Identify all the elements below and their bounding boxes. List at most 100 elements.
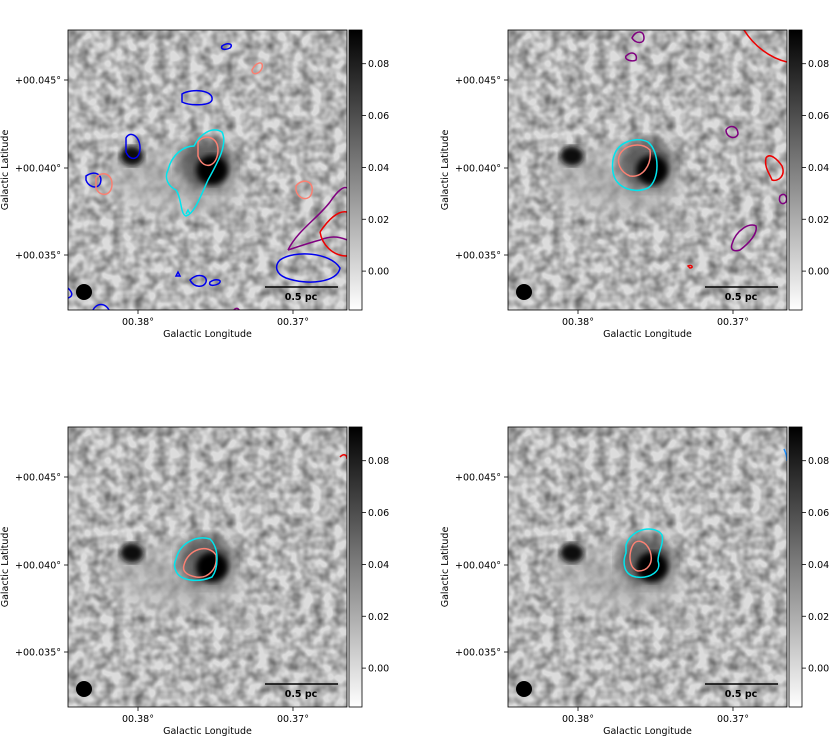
contour-0 bbox=[631, 31, 645, 44]
contour-2 bbox=[725, 125, 739, 139]
contour-10 bbox=[251, 62, 264, 75]
contour-12 bbox=[295, 180, 313, 200]
colorbar-gradient bbox=[788, 426, 803, 708]
x-axis-label: Galactic Longitude bbox=[163, 726, 252, 737]
y-axis-label: Galactic Latitude bbox=[0, 130, 11, 211]
contour-2 bbox=[125, 133, 141, 160]
colorbar-tick-label: 0.06 bbox=[808, 111, 829, 122]
x-tick-label: 00.37° bbox=[277, 317, 309, 328]
contour-7 bbox=[68, 287, 73, 299]
colorbar-tick-label: 0.04 bbox=[808, 163, 829, 174]
beam-marker bbox=[76, 284, 92, 300]
contour-4 bbox=[275, 253, 341, 283]
colorbar-gradient bbox=[348, 29, 363, 311]
y-tick-label: +00.045° bbox=[15, 76, 61, 87]
contour-14 bbox=[165, 129, 225, 217]
colorbar: 0.08 0.06 0.04 0.02 0.00 bbox=[348, 29, 389, 311]
panel-top-right: 0.5 pc +00.045° +00.040° +00.035° 00.38° 00.3… bbox=[440, 29, 829, 340]
colorbar-tick-label: 0.02 bbox=[808, 215, 829, 226]
x-tick-label: 00.38° bbox=[122, 317, 154, 328]
y-tick-label: +00.040° bbox=[15, 164, 61, 175]
x-tick-label: 00.38° bbox=[122, 714, 154, 725]
colorbar-tick-label: 0.00 bbox=[368, 664, 389, 675]
colorbar-tick-label: 0.02 bbox=[368, 612, 389, 623]
contour-1 bbox=[220, 43, 233, 51]
beam-marker bbox=[76, 681, 92, 697]
contour-1 bbox=[629, 540, 652, 572]
colorbar-tick-label: 0.08 bbox=[808, 456, 829, 467]
colorbar-tick-label: 0.08 bbox=[368, 59, 389, 70]
main-source bbox=[196, 552, 228, 582]
contour-2 bbox=[173, 537, 218, 582]
contour-5 bbox=[189, 274, 207, 287]
contour-6 bbox=[208, 279, 221, 287]
scalebar-label: 0.5 pc bbox=[725, 292, 758, 303]
contour-8 bbox=[617, 144, 651, 177]
y-tick-label: +00.035° bbox=[455, 648, 501, 659]
x-tick-label: 00.37° bbox=[277, 714, 309, 725]
colorbar-tick-label: 0.08 bbox=[808, 59, 829, 70]
secondary-source bbox=[120, 543, 144, 563]
contour-4 bbox=[778, 193, 787, 205]
colorbar-gradient bbox=[348, 426, 363, 708]
x-tick-label: 00.38° bbox=[562, 317, 594, 328]
colorbar-tick-label: 0.06 bbox=[368, 508, 389, 519]
y-axis-label: Galactic Latitude bbox=[440, 527, 451, 608]
panel-bottom-left: 0.5 pc +00.045° +00.040° +00.035° 00.38° 00.3… bbox=[0, 426, 389, 737]
main-source bbox=[636, 552, 668, 582]
panel-frame bbox=[507, 29, 788, 311]
scalebar-label: 0.5 pc bbox=[285, 689, 318, 700]
x-axis-label: Galactic Longitude bbox=[603, 329, 692, 340]
y-tick-label: +00.045° bbox=[455, 76, 501, 87]
contour-20 bbox=[319, 231, 347, 257]
contour-17 bbox=[287, 236, 347, 251]
colorbar-tick-label: 0.04 bbox=[808, 560, 829, 571]
colorbar: 0.08 0.06 0.04 0.02 0.00 bbox=[788, 426, 829, 708]
colorbar-tick-label: 0.02 bbox=[368, 215, 389, 226]
contour-0 bbox=[181, 89, 213, 106]
colorbar: 0.08 0.06 0.04 0.02 0.00 bbox=[788, 29, 829, 311]
y-tick-label: +00.045° bbox=[15, 473, 61, 484]
panel-bottom-right: 0.5 pc +00.045° +00.040° +00.035° 00.38° 00.3… bbox=[440, 426, 829, 737]
colorbar-tick-label: 0.04 bbox=[368, 560, 389, 571]
x-tick-label: 00.38° bbox=[562, 714, 594, 725]
contour-18 bbox=[233, 307, 240, 310]
main-source bbox=[636, 155, 668, 185]
contour-19 bbox=[319, 211, 347, 233]
x-axis-label: Galactic Longitude bbox=[603, 726, 692, 737]
y-tick-label: +00.035° bbox=[455, 251, 501, 262]
contour-3 bbox=[85, 172, 102, 188]
contour-9 bbox=[174, 270, 182, 277]
colorbar-tick-label: 0.00 bbox=[808, 664, 829, 675]
contour-5 bbox=[743, 30, 787, 63]
contour-3 bbox=[730, 224, 757, 252]
y-tick-label: +00.045° bbox=[455, 473, 501, 484]
y-tick-label: +00.035° bbox=[15, 251, 61, 262]
y-axis-label: Galactic Latitude bbox=[0, 527, 11, 608]
contour-7 bbox=[686, 264, 693, 269]
scalebar-label: 0.5 pc bbox=[285, 292, 318, 303]
y-tick-label: +00.040° bbox=[455, 561, 501, 572]
filament-emission bbox=[125, 156, 260, 234]
panel-image bbox=[508, 30, 787, 310]
contour-6 bbox=[764, 155, 784, 182]
beam-marker bbox=[516, 284, 532, 300]
contour-1 bbox=[182, 547, 217, 578]
y-tick-label: +00.040° bbox=[15, 561, 61, 572]
contour-16 bbox=[287, 186, 347, 251]
colorbar-tick-label: 0.08 bbox=[368, 456, 389, 467]
colorbar-tick-label: 0.06 bbox=[808, 508, 829, 519]
scalebar-label: 0.5 pc bbox=[725, 689, 758, 700]
beam-marker bbox=[516, 681, 532, 697]
secondary-source bbox=[560, 543, 584, 563]
panel-image bbox=[68, 427, 347, 707]
contour-9 bbox=[611, 138, 658, 192]
contour-2 bbox=[623, 528, 664, 579]
panel-frame bbox=[67, 29, 348, 311]
panel-top-left: 0.5 pc +00.045° +00.040° +00.035° 00.38° 00.3… bbox=[0, 29, 389, 340]
colorbar-tick-label: 0.04 bbox=[368, 163, 389, 174]
x-tick-label: 00.37° bbox=[717, 317, 749, 328]
colorbar-tick-label: 0.06 bbox=[368, 111, 389, 122]
panel-image bbox=[68, 30, 347, 310]
